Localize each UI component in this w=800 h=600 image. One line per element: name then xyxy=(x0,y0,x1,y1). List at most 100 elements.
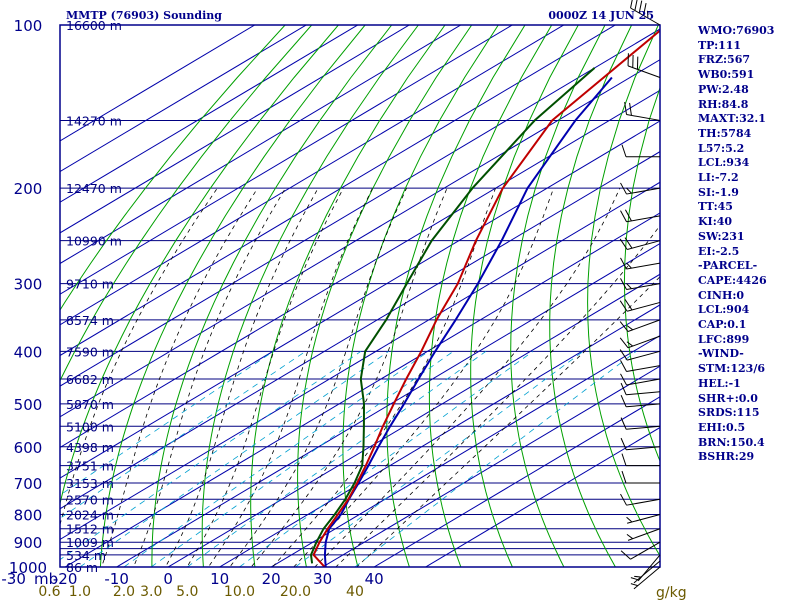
index-line: SRDS:115 xyxy=(698,406,760,420)
height-label: 1512 m xyxy=(66,522,114,537)
mixing-ratio-label: 3.0 xyxy=(140,584,162,600)
index-line: EI:-2.5 xyxy=(698,244,740,258)
wind-barb xyxy=(620,360,661,372)
mixing-ratio-label: 10.0 xyxy=(224,584,255,600)
pressure-tick-label: 1000 xyxy=(9,559,47,577)
mixing-ratio-line xyxy=(60,350,362,561)
height-label: 2024 m xyxy=(66,507,114,522)
isotherm xyxy=(424,426,660,567)
mixing-ratio-label: 5.0 xyxy=(176,584,198,600)
wind-barb xyxy=(619,299,661,312)
dry-adiabat xyxy=(386,25,526,567)
mixing-ratio-label: 2.0 xyxy=(113,584,135,600)
temperature-tick-label: 10 xyxy=(210,570,229,588)
temperature-tick-label: -20 xyxy=(53,570,78,588)
dry-adiabat xyxy=(60,25,313,382)
index-line: CINH:0 xyxy=(698,288,745,302)
wind-barb xyxy=(627,53,661,78)
isotherm xyxy=(60,181,660,540)
index-line: PW:2.48 xyxy=(698,82,749,96)
height-label: 7590 m xyxy=(66,344,114,359)
index-line: STM:123/6 xyxy=(698,362,765,376)
wind-barb xyxy=(620,257,661,270)
dry-adiabat xyxy=(510,25,606,567)
index-line: KI:40 xyxy=(698,215,733,229)
wind-barb xyxy=(619,349,661,361)
index-line: L57:5.2 xyxy=(698,141,745,155)
pressure-tick-label: 600 xyxy=(14,439,43,457)
index-line: -PARCEL- xyxy=(698,259,758,273)
wind-barb xyxy=(620,209,661,223)
wind-barb xyxy=(624,101,661,121)
index-line: BSHR:29 xyxy=(698,450,755,464)
pressure-tick-label: 700 xyxy=(14,475,43,493)
height-label: 14270 m xyxy=(66,113,122,128)
index-line: FRZ:567 xyxy=(698,53,751,67)
isotherm xyxy=(270,334,660,567)
isotherm xyxy=(64,212,660,567)
index-line: TH:5784 xyxy=(698,126,752,140)
wind-barb xyxy=(626,513,661,524)
dry-adiabat xyxy=(549,25,633,567)
stability-indices-panel: WMO:76903 TP:111 FRZ:567 WB0:591 PW:2.48 RH:8… xyxy=(698,24,800,465)
moist-adiabat xyxy=(271,188,496,567)
dry-adiabat xyxy=(201,25,419,567)
index-line: TP:111 xyxy=(698,38,742,52)
isotherm xyxy=(60,28,660,387)
height-label: 6682 m xyxy=(66,372,114,387)
isotherm xyxy=(60,25,514,295)
mixing-ratio-label: 0.6 xyxy=(38,584,60,600)
index-line: CAP:0.1 xyxy=(698,318,747,332)
isotherm xyxy=(60,120,660,479)
dry-adiabat xyxy=(587,25,660,557)
moist-adiabat xyxy=(335,224,660,567)
index-line: SI:-1.9 xyxy=(698,185,739,199)
index-line: MAXT:32.1 xyxy=(698,112,766,126)
wind-barb xyxy=(621,453,660,467)
index-line: RH:84.8 xyxy=(698,97,749,111)
valid-time: 0000Z 14 JUN 25 xyxy=(548,9,654,22)
wind-barb xyxy=(619,237,661,250)
wind-barb xyxy=(626,528,661,541)
wind-barb xyxy=(621,144,660,158)
pressure-tick-label: 800 xyxy=(14,506,43,524)
index-line: WMO:76903 xyxy=(698,24,775,37)
isotherm xyxy=(60,59,660,418)
temperature-tick-label: 30 xyxy=(313,570,332,588)
wind-barb xyxy=(621,470,660,484)
isotherm xyxy=(60,25,462,265)
height-label: 3153 m xyxy=(66,476,114,491)
index-line: LCL:934 xyxy=(698,156,750,170)
moist-adiabat xyxy=(207,188,373,567)
dry-adiabat xyxy=(470,25,579,567)
height-label: 3751 m xyxy=(66,459,114,474)
dry-adiabat xyxy=(250,25,446,567)
height-label: 4398 m xyxy=(66,440,114,455)
moist-adiabat xyxy=(186,188,344,567)
dry-adiabat xyxy=(428,25,553,567)
height-label: 1009 m xyxy=(66,535,114,550)
plot-frame xyxy=(59,24,661,568)
isotherm xyxy=(60,25,617,357)
mixing-ratio-line xyxy=(295,350,584,567)
index-line: SW:231 xyxy=(698,229,745,243)
isotherm xyxy=(60,25,256,142)
height-label: 5870 m xyxy=(66,397,114,412)
index-line: WB0:591 xyxy=(698,68,755,82)
pressure-tick-label: 300 xyxy=(14,276,43,294)
temperature-tick-label: 40 xyxy=(365,570,384,588)
isotherm xyxy=(60,25,359,203)
pressure-tick-label: 200 xyxy=(14,180,43,198)
index-line: EHI:0.5 xyxy=(698,420,746,434)
height-label: 9710 m xyxy=(66,277,114,292)
index-line: -WIND- xyxy=(698,347,744,361)
isotherm xyxy=(60,89,660,449)
isotherm xyxy=(60,151,660,510)
wind-barb xyxy=(620,373,661,386)
index-line: TT:45 xyxy=(698,200,733,214)
index-line: LCL:904 xyxy=(698,303,750,317)
pressure-tick-label: 900 xyxy=(14,534,43,552)
moist-adiabat xyxy=(229,188,407,567)
dry-adiabat xyxy=(60,25,339,506)
